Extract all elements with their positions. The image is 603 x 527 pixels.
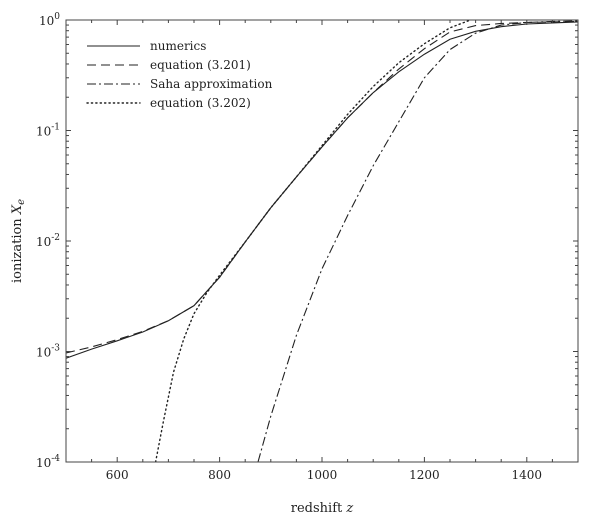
x-tick-label: 600 [106, 468, 129, 482]
ticks-layer: 600 800 1000 1200 1400 10-4 10-3 10-2 10-1 100 [36, 12, 579, 482]
series-line-0 [66, 21, 578, 359]
x-tick-label: 1400 [512, 468, 543, 482]
x-axis-title: redshift z [291, 501, 354, 516]
legend: numerics equation (3.201) Saha approximati… [86, 39, 273, 110]
legend-label-1: equation (3.201) [150, 58, 251, 72]
y-axis-title: ionization Xe [10, 199, 27, 283]
x-tick-label: 1000 [307, 468, 338, 482]
legend-label-2: Saha approximation [150, 77, 273, 91]
series-line-1 [66, 20, 578, 354]
x-tick-label: 1200 [409, 468, 440, 482]
plot-frame [65, 19, 579, 463]
legend-label-0: numerics [150, 39, 206, 53]
y-tick-label: 10-4 [36, 454, 60, 470]
series-line-2 [257, 20, 578, 462]
y-tick-label: 100 [39, 12, 60, 28]
x-tick-label: 800 [208, 468, 231, 482]
series-line-3 [154, 20, 472, 462]
y-tick-label: 10-2 [36, 233, 60, 249]
legend-label-3: equation (3.202) [150, 96, 251, 110]
series-layer [66, 20, 578, 462]
y-tick-label: 10-1 [36, 123, 60, 139]
y-tick-label: 10-3 [36, 344, 60, 360]
